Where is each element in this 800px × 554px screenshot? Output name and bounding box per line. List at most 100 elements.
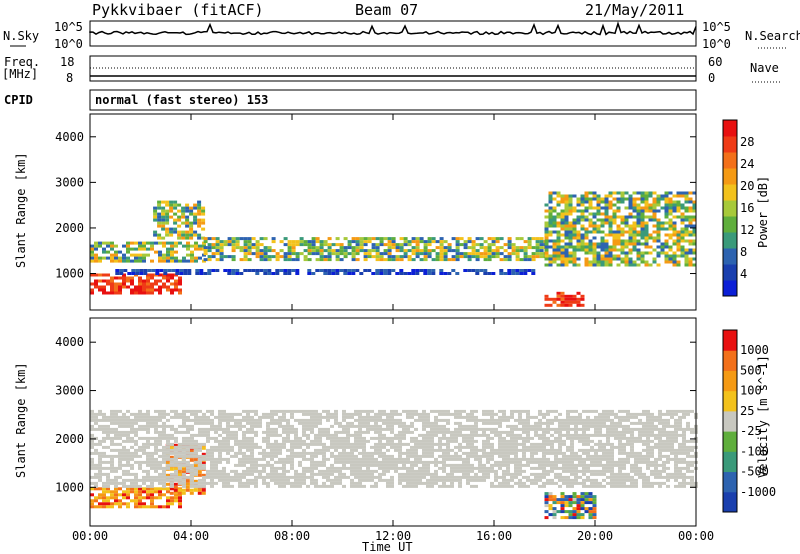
heatmap-cell xyxy=(270,412,274,416)
heatmap-cell xyxy=(247,246,252,250)
heatmap-cell xyxy=(574,421,578,425)
heatmap-cell xyxy=(294,427,298,431)
heatmap-cell xyxy=(530,460,534,464)
heatmap-cell xyxy=(526,484,530,488)
heatmap-cell xyxy=(486,445,490,449)
heatmap-cell xyxy=(331,269,336,272)
heatmap-cell xyxy=(467,258,472,262)
heatmap-cell xyxy=(174,439,178,443)
heatmap-cell xyxy=(450,439,454,443)
heatmap-cell xyxy=(334,421,338,425)
heatmap-cell xyxy=(198,454,202,458)
heatmap-cell xyxy=(510,424,514,428)
heatmap-cell xyxy=(102,291,106,295)
heatmap-cell xyxy=(600,236,605,240)
heatmap-cell xyxy=(402,442,406,446)
heatmap-cell xyxy=(294,475,298,479)
heatmap-cell xyxy=(539,243,544,247)
heatmap-cell xyxy=(110,457,114,461)
heatmap-cell xyxy=(486,475,490,479)
colorbar-swatch xyxy=(723,264,737,281)
heatmap-cell xyxy=(570,451,574,455)
heatmap-cell xyxy=(442,484,446,488)
heatmap-cell xyxy=(614,421,618,425)
heatmap-cell xyxy=(514,436,518,440)
heatmap-cell xyxy=(602,478,606,482)
heatmap-cell xyxy=(158,460,162,464)
heatmap-cell xyxy=(102,424,106,428)
heatmap-cell xyxy=(294,445,298,449)
heatmap-cell xyxy=(664,254,669,258)
heatmap-cell xyxy=(306,421,310,425)
heatmap-cell xyxy=(346,466,350,470)
heatmap-cell xyxy=(466,481,470,485)
heatmap-cell xyxy=(626,412,630,416)
heatmap-cell xyxy=(682,475,686,479)
heatmap-cell xyxy=(90,460,94,464)
heatmap-cell xyxy=(490,463,494,467)
heatmap-cell xyxy=(174,427,178,431)
heatmap-cell xyxy=(402,475,406,479)
heatmap-cell xyxy=(370,484,374,488)
heatmap-cell xyxy=(544,236,549,240)
heatmap-cell xyxy=(173,203,178,207)
heatmap-cell xyxy=(556,294,561,298)
heatmap-cell xyxy=(254,460,258,464)
heatmap-cell xyxy=(234,421,238,425)
heatmap-cell xyxy=(638,421,642,425)
heatmap-cell xyxy=(394,421,398,425)
heatmap-cell xyxy=(150,460,154,464)
heatmap-cell xyxy=(542,430,546,434)
heatmap-cell xyxy=(262,457,266,461)
heatmap-cell xyxy=(507,252,512,256)
heatmap-cell xyxy=(263,258,268,262)
heatmap-cell xyxy=(506,457,510,461)
heatmap-cell xyxy=(660,242,665,246)
heatmap-cell xyxy=(114,430,118,434)
heatmap-cell xyxy=(522,424,526,428)
heatmap-cell xyxy=(686,454,690,458)
heatmap-cell xyxy=(592,510,597,514)
heatmap-cell xyxy=(374,415,378,419)
heatmap-cell xyxy=(552,297,557,301)
heatmap-cell xyxy=(303,240,308,244)
heatmap-cell xyxy=(618,421,622,425)
heatmap-cell xyxy=(150,490,154,494)
heatmap-cell xyxy=(518,484,522,488)
heatmap-cell xyxy=(406,442,410,446)
heatmap-cell xyxy=(254,442,258,446)
heatmap-cell xyxy=(246,472,250,476)
heatmap-cell xyxy=(454,439,458,443)
heatmap-cell xyxy=(644,197,649,201)
heatmap-cell xyxy=(94,273,98,277)
heatmap-cell xyxy=(402,472,406,476)
heatmap-cell xyxy=(283,237,288,241)
heatmap-cell xyxy=(562,463,566,467)
heatmap-cell xyxy=(578,454,582,458)
heatmap-cell xyxy=(150,415,154,419)
heatmap-cell xyxy=(142,282,146,286)
heatmap-cell xyxy=(415,243,420,247)
heatmap-cell xyxy=(592,230,597,234)
heatmap-cell xyxy=(592,251,597,255)
heatmap-cell xyxy=(523,272,528,275)
heatmap-cell xyxy=(426,478,430,482)
heatmap-cell xyxy=(166,285,170,289)
heatmap-cell xyxy=(174,250,178,254)
heatmap-cell xyxy=(130,412,134,416)
heatmap-cell xyxy=(650,433,654,437)
heatmap-cell xyxy=(491,252,496,256)
heatmap-cell xyxy=(302,418,306,422)
heatmap-cell xyxy=(606,427,610,431)
heatmap-cell xyxy=(118,282,122,286)
heatmap-cell xyxy=(590,433,594,437)
heatmap-cell xyxy=(197,473,202,477)
heatmap-cell xyxy=(154,439,158,443)
heatmap-cell xyxy=(198,415,202,419)
heatmap-cell xyxy=(644,245,649,249)
heatmap-cell xyxy=(114,288,118,292)
heatmap-cell xyxy=(616,242,621,246)
heatmap-cell xyxy=(648,209,653,213)
heatmap-cell xyxy=(471,269,476,272)
heatmap-cell xyxy=(610,469,614,473)
